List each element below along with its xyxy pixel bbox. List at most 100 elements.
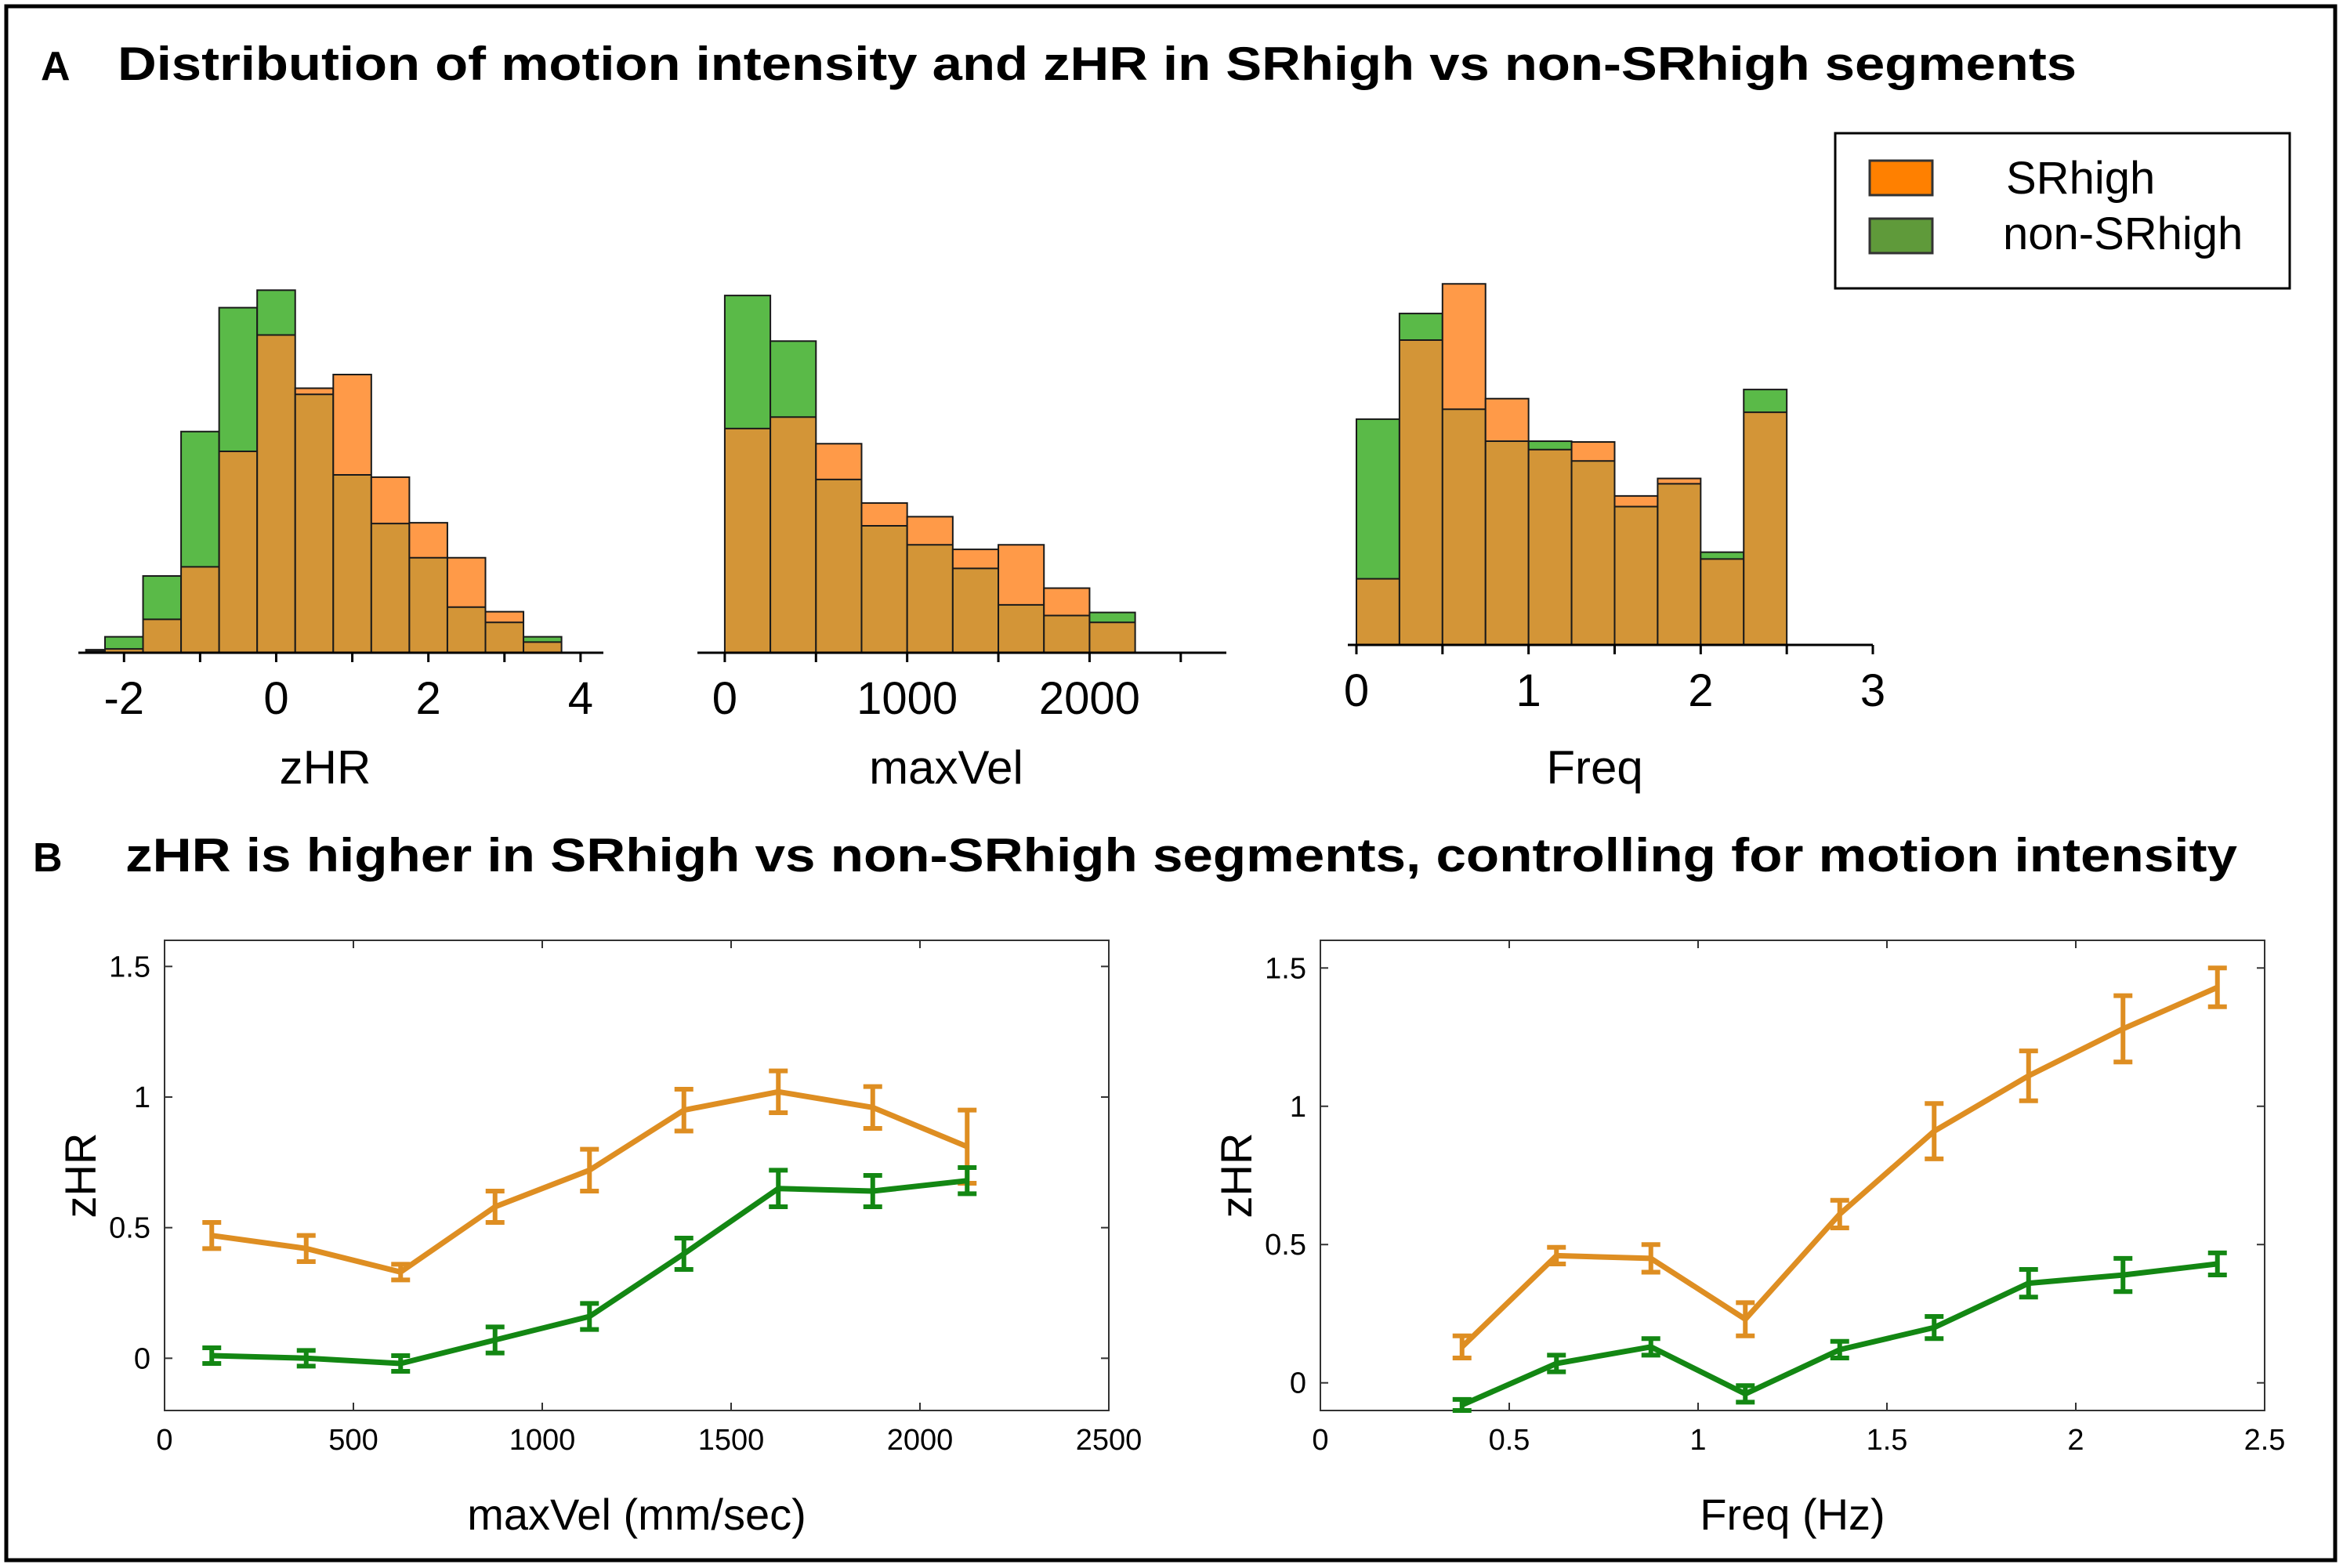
hist-bar-overlap-bin-12 [523, 642, 562, 653]
hist-x-label: maxVel [869, 741, 1023, 794]
line-chart-freq: 0 0.5 1 1.5 2 2.5 0 0.5 1 1.5 Freq (Hz) zHR [1211, 940, 2285, 1539]
hist-bar-overlap-bin-6 [295, 394, 334, 653]
hist-bar-non-srhigh-bin-0 [1356, 418, 1400, 579]
x-tick-label-2000: 2000 [887, 1424, 954, 1457]
hist-bar-overlap-bin-3 [1485, 441, 1529, 645]
x-axis-label: maxVel (mm/sec) [467, 1490, 806, 1539]
x-axis-label: Freq (Hz) [1700, 1490, 1885, 1539]
y-tick-label-0-5: 0.5 [1265, 1229, 1306, 1262]
hist-bar-non-srhigh-bin-1 [104, 636, 143, 650]
plot-area [164, 940, 1110, 1411]
hist-x-label: Freq [1546, 741, 1642, 794]
hist-bar-srhigh-bin-7 [1044, 588, 1090, 616]
hist-bar-srhigh-bin-7 [1657, 478, 1701, 484]
hist-bar-non-srhigh-bin-3 [181, 431, 219, 567]
hist-bar-overlap-bin-4 [219, 451, 258, 653]
hist-bar-srhigh-bin-5 [1571, 442, 1615, 462]
hist-tick-label-0: 0 [263, 673, 288, 724]
hist-tick-label-3: 3 [1860, 665, 1885, 716]
x-tick-label-1500: 1500 [698, 1424, 765, 1457]
hist-bar-srhigh-bin-6 [295, 388, 334, 395]
hist-x-label: zHR [280, 741, 371, 794]
hist-bar-srhigh-bin-6 [998, 545, 1045, 605]
hist-bar-non-srhigh-bin-0 [724, 295, 771, 429]
hist-bar-overlap-bin-8 [1089, 622, 1135, 653]
x-tick-label-500: 500 [328, 1424, 378, 1457]
panel-b-letter: B [33, 835, 63, 881]
y-tick-label-0-5: 0.5 [109, 1212, 150, 1245]
hist-bar-overlap-bin-5 [257, 335, 295, 653]
hist-bar-srhigh-bin-8 [371, 476, 410, 524]
hist-bar-srhigh-bin-10 [447, 557, 486, 607]
hist-tick-label-1000: 1000 [856, 673, 958, 724]
line-chart-maxvel: 0 500 1000 1500 2000 2500 0 0.5 1 1.5 maxVel (mm/s… [56, 940, 1142, 1539]
y-tick-label-1-5: 1.5 [109, 951, 150, 983]
panel-a-title: Distribution of motion intensity and zHR… [118, 38, 2077, 90]
hist-bar-overlap-bin-7 [1657, 483, 1701, 645]
legend-swatch-nonsrhigh [1868, 217, 1934, 255]
legend-box [1834, 132, 2291, 290]
x-tick-label-0: 0 [156, 1424, 172, 1457]
hist-bar-overlap-bin-1 [1399, 340, 1443, 645]
hist-bar-overlap-bin-8 [371, 523, 410, 653]
hist-bar-overlap-bin-1 [770, 417, 817, 653]
hist-bar-overlap-bin-6 [998, 604, 1045, 653]
hist-bar-non-srhigh-bin-9 [1744, 389, 1787, 413]
hist-bar-overlap-bin-6 [1614, 506, 1658, 645]
hist-bar-srhigh-bin-11 [485, 611, 524, 623]
hist-bar-overlap-bin-3 [861, 526, 907, 653]
panel-a-letter: A [41, 44, 71, 89]
hist-bar-srhigh-bin-5 [952, 549, 999, 569]
legend: SRhigh non-SRhigh [1834, 132, 2291, 290]
hist-bar-overlap-bin-8 [1700, 559, 1744, 645]
hist-bar-overlap-bin-2 [1442, 409, 1486, 645]
hist-bar-srhigh-bin-9 [409, 523, 447, 558]
y-tick-label-0: 0 [1290, 1367, 1306, 1400]
hist-bar-overlap-bin-4 [907, 545, 953, 653]
hist-bar-overlap-bin-10 [447, 607, 486, 653]
x-tick-label-1000: 1000 [509, 1424, 576, 1457]
hist-tick-label-0: 0 [1344, 665, 1369, 716]
hist-bar-srhigh-bin-2 [1442, 284, 1486, 410]
hist-bar-srhigh-bin-2 [816, 444, 862, 480]
hist-bar-overlap-bin-0 [724, 428, 771, 653]
hist-tick-label-1: 1 [1516, 665, 1541, 716]
y-axis-label: zHR [56, 1133, 105, 1219]
hist-bar-overlap-bin-5 [1571, 461, 1615, 645]
legend-swatch-srhigh [1868, 159, 1934, 197]
hist-tick-label-4: 4 [568, 673, 593, 724]
hist-bar-overlap-bin-11 [485, 622, 524, 653]
y-tick-label-1: 1 [134, 1081, 150, 1114]
hist-bar-non-srhigh-bin-2 [143, 576, 182, 620]
y-tick-label-1-5: 1.5 [1265, 952, 1306, 985]
x-tick-label-0: 0 [1312, 1424, 1328, 1457]
hist-tick-label-2: -2 [103, 673, 144, 724]
hist-bar-overlap-bin-5 [952, 568, 999, 653]
hist-bar-non-srhigh-bin-4 [1528, 441, 1572, 450]
hist-bar-srhigh-bin-4 [907, 516, 953, 545]
hist-tick-label-2: 2 [1688, 665, 1713, 716]
hist-bar-overlap-bin-9 [1744, 412, 1787, 645]
y-tick-label-0: 0 [134, 1342, 150, 1375]
hist-bar-overlap-bin-2 [816, 479, 862, 653]
hist-bar-overlap-bin-4 [1528, 449, 1572, 645]
x-tick-label-2: 2 [2067, 1424, 2084, 1457]
hist-bar-non-srhigh-bin-8 [1089, 612, 1135, 623]
y-axis-label: zHR [1211, 1133, 1261, 1219]
hist-tick-label-2000: 2000 [1039, 673, 1140, 724]
hist-bar-overlap-bin-3 [181, 567, 219, 653]
x-tick-label-2-5: 2.5 [2244, 1424, 2286, 1457]
hist-bar-non-srhigh-bin-12 [523, 636, 562, 643]
hist-bar-non-srhigh-bin-1 [1399, 313, 1443, 341]
histogram-maxvel: 0 1000 2000 maxVel [697, 295, 1226, 794]
hist-bar-srhigh-bin-6 [1614, 495, 1658, 507]
hist-tick-label-0: 0 [712, 673, 737, 724]
hist-bar-srhigh-bin-7 [333, 374, 371, 476]
hist-bar-overlap-bin-0 [1356, 578, 1400, 645]
hist-bar-non-srhigh-bin-1 [770, 341, 817, 418]
x-tick-label-1-5: 1.5 [1867, 1424, 1908, 1457]
legend-label-srhigh: SRhigh [2006, 153, 2155, 204]
x-tick-label-0-5: 0.5 [1489, 1424, 1530, 1457]
hist-bar-overlap-bin-7 [1044, 615, 1090, 653]
